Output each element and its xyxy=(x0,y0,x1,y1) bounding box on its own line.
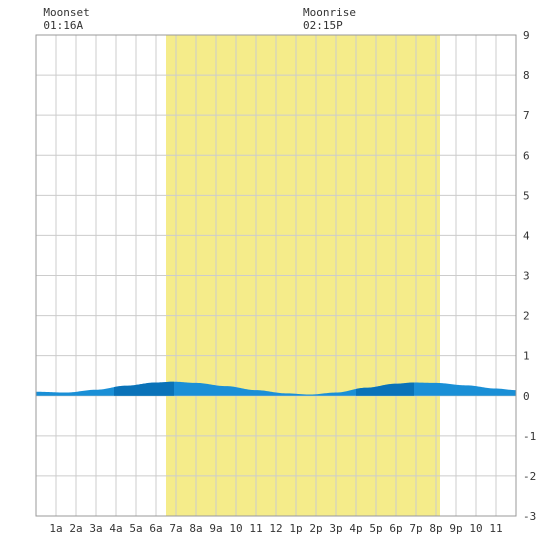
plot-frame xyxy=(35,34,517,517)
y-tick-label: -3 xyxy=(523,510,536,523)
y-tick-label: 0 xyxy=(523,390,530,403)
tide-area-rising xyxy=(114,381,174,396)
y-tick-label: 3 xyxy=(523,270,530,283)
x-tick-label: 5p xyxy=(369,522,382,535)
y-tick-label: 6 xyxy=(523,149,530,162)
y-tick-label: 5 xyxy=(523,189,530,202)
x-tick-label: 2p xyxy=(309,522,322,535)
y-tick-label: -2 xyxy=(523,470,536,483)
moonset-label: Moonset xyxy=(43,6,89,19)
x-tick-label: 4a xyxy=(109,522,122,535)
moonset-time: 01:16A xyxy=(43,19,83,32)
x-tick-label: 1a xyxy=(49,522,62,535)
moonrise-label: Moonrise xyxy=(303,6,356,19)
x-tick-label: 6p xyxy=(389,522,402,535)
x-tick-label: 7a xyxy=(169,522,182,535)
x-tick-label: 10 xyxy=(469,522,482,535)
y-tick-label: 9 xyxy=(523,29,530,42)
y-tick-label: 4 xyxy=(523,229,530,242)
x-tick-label: 9a xyxy=(209,522,222,535)
y-tick-label: 7 xyxy=(523,109,530,122)
x-tick-label: 8a xyxy=(189,522,202,535)
x-tick-label: 8p xyxy=(429,522,442,535)
x-tick-label: 9p xyxy=(449,522,462,535)
y-tick-label: 8 xyxy=(523,69,530,82)
x-tick-label: 12 xyxy=(269,522,282,535)
x-tick-label: 11 xyxy=(249,522,262,535)
moonrise-time: 02:15P xyxy=(303,19,343,32)
x-tick-label: 4p xyxy=(349,522,362,535)
x-tick-label: 7p xyxy=(409,522,422,535)
y-tick-label: 1 xyxy=(523,350,530,363)
tide-area-rising xyxy=(356,382,414,396)
y-tick-label: -1 xyxy=(523,430,536,443)
y-tick-label: 2 xyxy=(523,310,530,323)
x-tick-label: 3a xyxy=(89,522,102,535)
x-tick-label: 6a xyxy=(149,522,162,535)
x-tick-label: 2a xyxy=(69,522,82,535)
x-tick-label: 3p xyxy=(329,522,342,535)
x-tick-label: 11 xyxy=(489,522,502,535)
x-tick-label: 1p xyxy=(289,522,302,535)
x-tick-label: 10 xyxy=(229,522,242,535)
x-tick-label: 5a xyxy=(129,522,142,535)
